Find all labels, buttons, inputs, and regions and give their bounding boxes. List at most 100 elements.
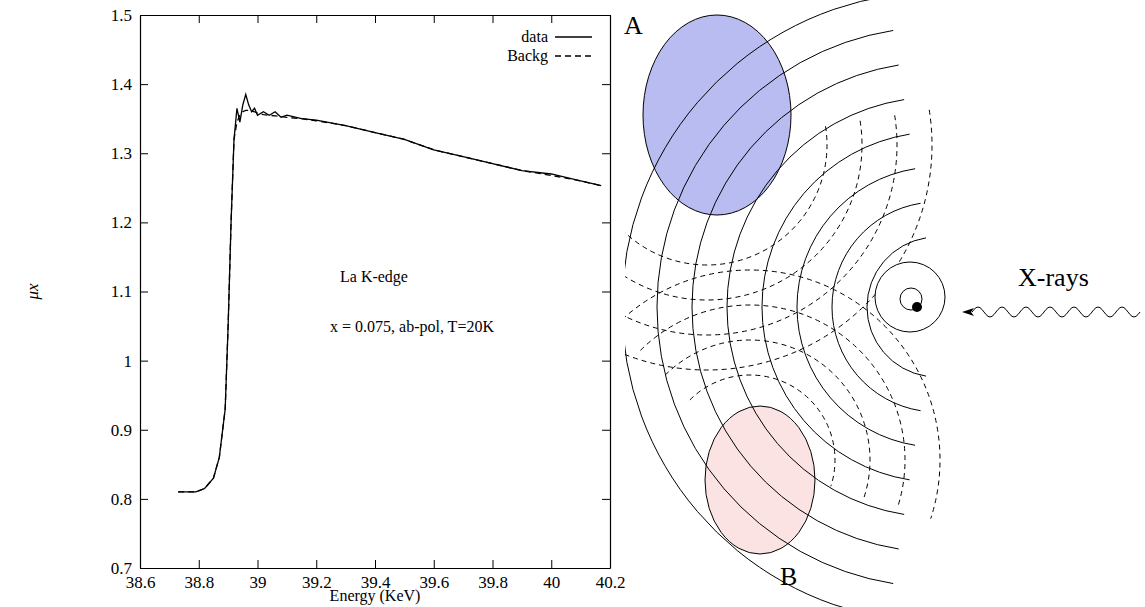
tick-mark (602, 222, 610, 223)
tick-mark (602, 15, 610, 16)
tick (551, 15, 552, 23)
tick-mark (316, 560, 317, 568)
tick-label: 39.8 (478, 573, 508, 592)
tick-label: 39 (250, 573, 267, 592)
tick-label: 1.4 (111, 75, 133, 94)
scattered-wave-a (625, 121, 862, 300)
tick (602, 292, 610, 293)
scatterer-a (643, 15, 791, 215)
tick-mark (602, 292, 610, 293)
legend-label: data (521, 28, 548, 45)
tick (375, 15, 376, 23)
tick-label: 39.6 (419, 573, 449, 592)
scatterer-b (705, 406, 815, 554)
tick: 0.7 (111, 559, 148, 578)
tick-mark (434, 15, 435, 23)
tick-mark (258, 15, 259, 23)
annotation: La K-edge (340, 268, 408, 286)
tick-mark (493, 560, 494, 568)
tick-mark (140, 222, 148, 223)
tick-mark (140, 292, 148, 293)
series-line (178, 94, 601, 491)
tick: 1.2 (111, 213, 148, 232)
scattered-wave-b (640, 305, 905, 508)
tick-mark (602, 153, 610, 154)
scattered-wave-b (665, 340, 870, 497)
tick-mark (140, 84, 148, 85)
tick: 1 (124, 352, 149, 371)
annotation: x = 0.075, ab-pol, T=20K (330, 318, 494, 336)
tick: 39.8 (478, 560, 508, 592)
tick: 0.8 (111, 490, 148, 509)
tick-mark (375, 15, 376, 23)
tick (602, 153, 610, 154)
series-line (178, 110, 601, 492)
tick-mark (140, 361, 148, 362)
tick-mark (199, 15, 200, 23)
plot-area (178, 94, 601, 491)
tick (602, 568, 610, 569)
tick-mark (602, 361, 610, 362)
tick-mark (375, 560, 376, 568)
legend-label: Backg (507, 47, 548, 65)
scattered-wave-a (625, 110, 932, 370)
outgoing-wave (625, 0, 888, 607)
tick: 1.5 (111, 6, 148, 25)
tick-mark (140, 430, 148, 431)
tick-mark (602, 568, 610, 569)
axis-line (141, 568, 611, 569)
figure: 38.638.83939.239.439.639.84040.20.70.80.… (0, 0, 1145, 607)
tick (602, 84, 610, 85)
tick-mark (602, 499, 610, 500)
tick (316, 15, 317, 23)
tick: 1.3 (111, 144, 148, 163)
tick: 1.1 (111, 282, 148, 301)
tick-mark (493, 15, 494, 23)
axis (602, 16, 611, 569)
tick-label: 1.3 (111, 144, 132, 163)
legend-swatch (555, 36, 592, 37)
label-xrays: X-rays (1018, 263, 1089, 292)
tick: 39 (250, 560, 267, 592)
tick-label: 39.2 (302, 573, 332, 592)
tick-mark (140, 568, 148, 569)
tick-label: 0.9 (111, 421, 132, 440)
tick-mark (602, 430, 610, 431)
atom-core (912, 302, 922, 312)
tick-label: 1.2 (111, 213, 132, 232)
tick-label: 38.8 (184, 573, 214, 592)
tick (493, 15, 494, 23)
tick: 39.2 (302, 560, 332, 592)
tick (434, 15, 435, 23)
tick-mark (316, 15, 317, 23)
tick-mark (140, 499, 148, 500)
tick-label: 0.8 (111, 490, 132, 509)
tick-mark (258, 560, 259, 568)
tick: 38.8 (184, 560, 214, 592)
tick-mark (551, 15, 552, 23)
tick-label: 1 (124, 352, 133, 371)
legend: data Backg (507, 28, 592, 65)
tick: 0.9 (111, 421, 148, 440)
tick-mark (140, 15, 148, 16)
axis-line (610, 16, 611, 569)
tick (199, 15, 200, 23)
tick-mark (140, 153, 148, 154)
tick-mark (434, 560, 435, 568)
tick: 39.6 (419, 560, 449, 592)
tick (602, 499, 610, 500)
xray-wave (972, 307, 1140, 317)
legend-swatch (555, 55, 592, 56)
xray-arrowhead (962, 308, 974, 316)
tick-label: 1.5 (111, 6, 132, 25)
atom-shell (875, 262, 945, 332)
tick (602, 430, 610, 431)
diagram: ABX-rays (548, 0, 1140, 607)
axis: 0.7 0.8 0.9 1 1.1 1.2 1.3 1.4 1.5 (111, 6, 148, 578)
tick (258, 15, 259, 23)
y-axis-title: μx (23, 283, 42, 301)
tick-mark (199, 560, 200, 568)
tick (602, 361, 610, 362)
scattered-wave-b (690, 375, 835, 486)
tick: 40 (543, 560, 560, 592)
